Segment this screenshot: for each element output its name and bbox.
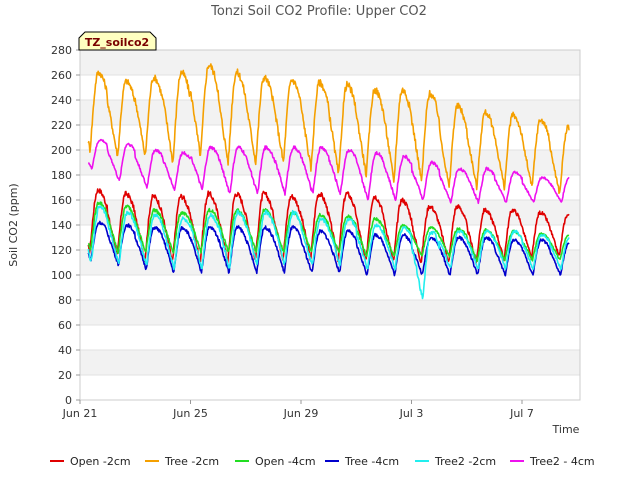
x-tick-label: Jun 21 xyxy=(62,407,98,420)
series-line xyxy=(87,220,570,277)
x-tick-label: Jul 3 xyxy=(399,407,424,420)
grid-band xyxy=(80,50,580,75)
y-tick-label: 120 xyxy=(51,244,72,257)
legend-label: Tree -4cm xyxy=(344,455,399,468)
y-axis-label: Soil CO2 (ppm) xyxy=(7,183,20,266)
site-tag: TZ_soilco2 xyxy=(78,31,157,51)
series-line xyxy=(87,188,570,265)
y-tick-label: 20 xyxy=(58,369,72,382)
legend-label: Open -2cm xyxy=(70,455,131,468)
y-tick-label: 140 xyxy=(51,219,72,232)
legend: Open -2cm Tree -2cm Open -4cm Tree -4cm Tree… xyxy=(50,455,595,468)
x-tick-label: Jun 29 xyxy=(283,407,319,420)
grid-bands xyxy=(80,50,580,401)
series-line xyxy=(87,205,570,300)
grid-band xyxy=(80,300,580,325)
site-tag-label: TZ_soilco2 xyxy=(85,36,149,49)
chart-title: Tonzi Soil CO2 Profile: Upper CO2 xyxy=(210,4,427,19)
y-axis: 0 20 40 60 80 100 120 140 160 180 200 220 240 260 280 xyxy=(51,44,80,407)
series-line xyxy=(87,138,570,205)
y-tick-label: 180 xyxy=(51,169,72,182)
y-tick-label: 0 xyxy=(65,394,72,407)
legend-label: Tree -2cm xyxy=(164,455,219,468)
site-tag-box xyxy=(78,31,157,51)
x-tick-label: Jun 25 xyxy=(172,407,208,420)
series-lines xyxy=(87,63,570,300)
legend-label: Tree2 - 4cm xyxy=(529,455,595,468)
y-tick-label: 260 xyxy=(51,69,72,82)
legend-label: Tree2 -2cm xyxy=(434,455,496,468)
y-tick-label: 220 xyxy=(51,119,72,132)
y-tick-label: 60 xyxy=(58,319,72,332)
y-tick-label: 200 xyxy=(51,144,72,157)
y-tick-label: 80 xyxy=(58,294,72,307)
grid-band xyxy=(80,350,580,375)
x-tick-label: Jul 7 xyxy=(509,407,534,420)
y-tick-label: 280 xyxy=(51,44,72,57)
series-line xyxy=(87,63,570,195)
y-tick-label: 100 xyxy=(51,269,72,282)
x-axis: Jun 21 Jun 25 Jun 29 Jul 3 Jul 7 xyxy=(62,400,534,420)
y-tick-label: 240 xyxy=(51,94,72,107)
x-axis-label: Time xyxy=(552,423,580,436)
y-tick-label: 160 xyxy=(51,194,72,207)
legend-label: Open -4cm xyxy=(255,455,316,468)
y-tick-label: 40 xyxy=(58,344,72,357)
